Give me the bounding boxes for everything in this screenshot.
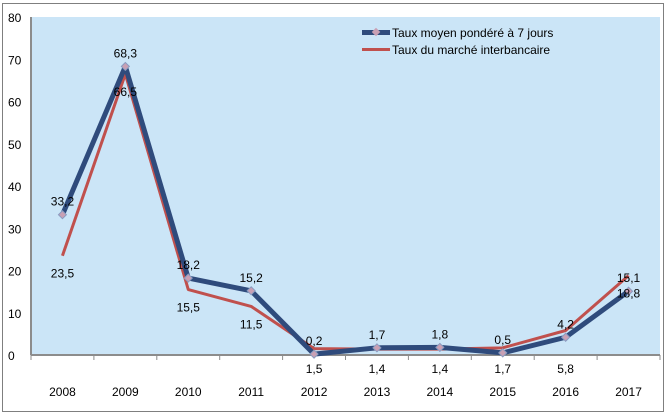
legend-label: Taux moyen pondéré à 7 jours	[392, 25, 554, 40]
data-label-red: 1,4	[432, 362, 449, 376]
x-tick-label: 2008	[49, 385, 76, 399]
legend-swatch-blue	[362, 27, 390, 37]
x-tick-label: 2012	[301, 385, 328, 399]
y-tick-label: 60	[8, 96, 22, 110]
y-tick-label: 10	[8, 307, 22, 321]
data-label-blue: 33,2	[51, 195, 75, 209]
series-marker	[623, 286, 634, 296]
data-label-red: 15,5	[177, 301, 201, 315]
x-tick-label: 2009	[112, 385, 139, 399]
y-tick-label: 50	[8, 138, 22, 152]
x-tick-label: 2014	[426, 385, 453, 399]
data-label-blue: 0,2	[306, 334, 323, 348]
data-label-red: 18,8	[617, 287, 641, 301]
legend-label: Taux du marché interbancaire	[392, 42, 551, 57]
legend-item-0: Taux moyen pondéré à 7 jours	[362, 24, 553, 41]
y-tick-label: 70	[8, 53, 22, 67]
data-label-red: 1,7	[494, 362, 511, 376]
legend: Taux moyen pondéré à 7 jours Taux du mar…	[362, 24, 553, 58]
series-marker	[560, 332, 571, 342]
series-marker	[372, 343, 382, 353]
legend-item-1: Taux du marché interbancaire	[362, 41, 553, 58]
chart-frame	[2, 3, 664, 412]
series-marker	[498, 348, 508, 358]
x-tick-label: 2010	[175, 385, 202, 399]
data-label-blue: 4,2	[557, 317, 574, 331]
plot-area	[31, 17, 660, 355]
y-tick-label: 40	[8, 180, 22, 194]
data-label-blue: 15,2	[239, 271, 263, 285]
y-tick-label: 0	[8, 349, 15, 363]
series-marker	[183, 273, 193, 283]
y-tick-label: 20	[8, 265, 22, 279]
data-label-red: 66,5	[114, 85, 138, 99]
data-label-blue: 68,3	[114, 46, 138, 60]
x-tick-label: 2011	[238, 385, 264, 399]
data-label-red: 5,8	[557, 362, 574, 376]
data-label-red: 11,5	[240, 317, 263, 331]
y-tick-label: 80	[8, 11, 22, 25]
data-label-blue: 1,7	[369, 328, 386, 342]
data-label-red: 1,4	[369, 362, 386, 376]
data-label-red: 23,5	[51, 267, 75, 281]
series-marker	[246, 286, 256, 296]
series-marker	[435, 342, 445, 353]
legend-swatch-red	[362, 48, 390, 51]
data-label-red: 1,5	[306, 362, 323, 376]
diamond-marker-icon	[371, 27, 381, 37]
series-line-0	[60, 63, 631, 357]
data-label-blue: 15,1	[617, 271, 641, 285]
x-tick-label: 2016	[552, 385, 579, 399]
x-tick-label: 2017	[615, 385, 642, 399]
series-marker	[309, 349, 319, 359]
data-label-blue: 18,2	[177, 258, 201, 272]
data-label-blue: 0,5	[494, 333, 511, 347]
series-marker	[57, 210, 68, 220]
data-label-blue: 1,8	[432, 327, 449, 341]
y-tick-label: 30	[8, 222, 22, 236]
x-tick-label: 2013	[364, 385, 391, 399]
x-tick-label: 2015	[489, 385, 516, 399]
series-marker	[120, 61, 131, 72]
